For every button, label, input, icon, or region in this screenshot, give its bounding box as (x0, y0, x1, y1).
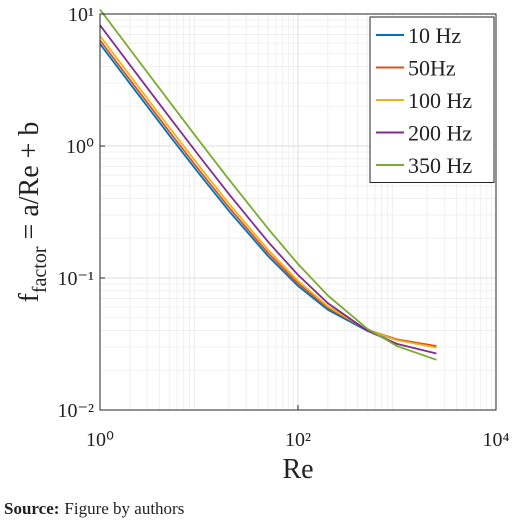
x-tick-label: 10⁴ (483, 429, 510, 451)
y-tick-label: 10⁰ (66, 136, 94, 158)
series-line (99, 8, 437, 361)
y-axis-label: ffactor = a/Re + b (14, 122, 51, 303)
y-label-symbol: f (14, 292, 45, 302)
legend-label: 100 Hz (408, 88, 472, 113)
source-text: Figure by authors (64, 499, 184, 518)
legend-label: 350 Hz (408, 153, 472, 178)
legend-label: 50Hz (408, 56, 456, 81)
y-tick-label: 10⁻¹ (57, 268, 94, 290)
y-label-subscript: factor (29, 246, 51, 293)
legend-label: 200 Hz (408, 121, 472, 146)
grid (99, 13, 497, 411)
y-label-rest: = a/Re + b (14, 122, 45, 247)
source-note: Source: Figure by authors (4, 499, 184, 518)
y-tick-label: 10¹ (68, 4, 94, 26)
ticks: 10⁰ 10² 10⁴ 10⁻² 10⁻¹ 10⁰ 10¹ (57, 4, 509, 451)
series-line (99, 35, 437, 349)
x-axis-label: Re (282, 454, 313, 485)
source-label: Source: (4, 499, 59, 518)
lines (99, 8, 437, 361)
legend: 10 Hz 50Hz 100 Hz 200 Hz 350 Hz (369, 16, 495, 183)
legend-label: 10 Hz (408, 23, 461, 48)
x-tick-label: 10² (285, 429, 311, 451)
y-tick-label: 10⁻² (57, 400, 94, 422)
x-tick-label: 10⁰ (86, 429, 114, 451)
